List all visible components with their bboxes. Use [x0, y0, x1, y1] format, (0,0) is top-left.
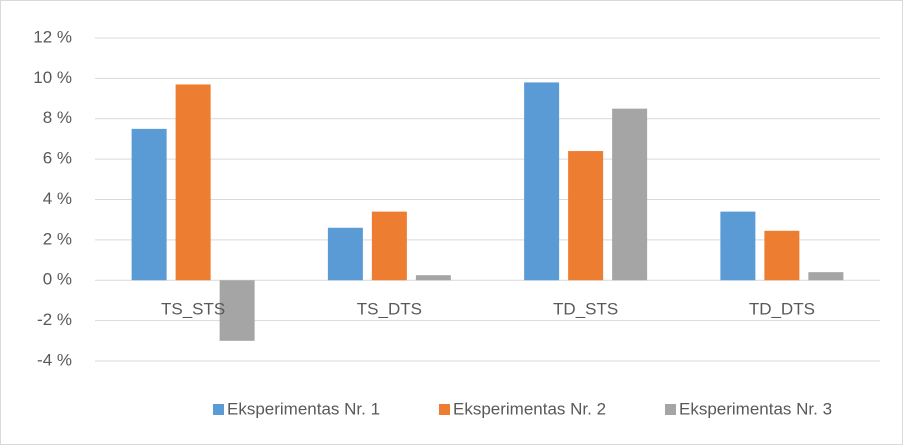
y-tick-label: 12 % [33, 27, 72, 46]
legend-label: Eksperimentas Nr. 3 [679, 399, 832, 418]
x-tick-label: TD_DTS [749, 300, 815, 319]
y-tick-label: 0 % [43, 270, 72, 289]
bar [415, 275, 451, 281]
legend-swatch [213, 404, 224, 415]
y-tick-label: 6 % [43, 149, 72, 168]
bar [131, 128, 167, 281]
bar [720, 211, 756, 281]
bar [327, 227, 363, 281]
y-tick-label: 8 % [43, 108, 72, 127]
y-tick-label: -2 % [37, 310, 72, 329]
bar [524, 82, 560, 281]
x-tick-label: TS_DTS [357, 300, 422, 319]
bar [219, 280, 255, 341]
y-tick-label: 10 % [33, 68, 72, 87]
legend-label: Eksperimentas Nr. 1 [227, 399, 380, 418]
y-tick-label: 4 % [43, 189, 72, 208]
x-tick-label: TD_STS [553, 300, 618, 319]
bar [764, 230, 800, 281]
bar [371, 211, 407, 281]
x-tick-label: TS_STS [161, 300, 225, 319]
y-tick-label: -4 % [37, 350, 72, 369]
bar [808, 272, 844, 281]
y-tick-label: 2 % [43, 229, 72, 248]
legend-swatch [665, 404, 676, 415]
legend-label: Eksperimentas Nr. 2 [453, 399, 606, 418]
bar [612, 108, 648, 281]
bar [175, 84, 211, 281]
bar [568, 151, 604, 281]
legend-swatch [439, 404, 450, 415]
